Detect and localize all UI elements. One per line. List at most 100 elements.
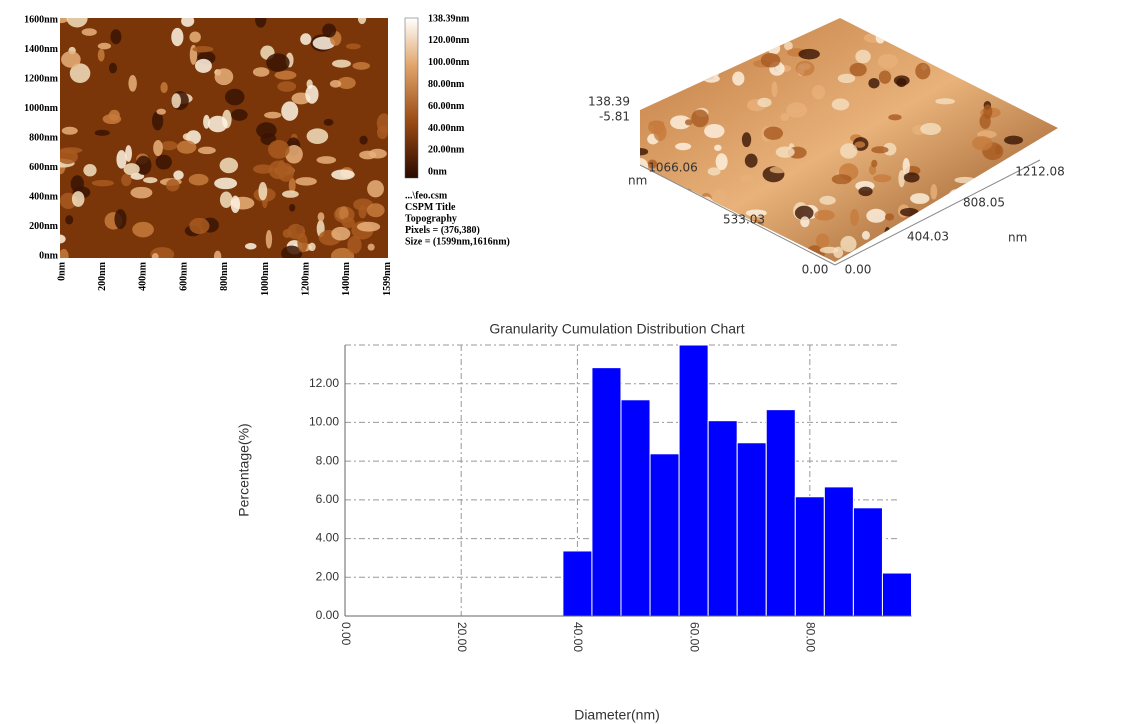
texture-blob xyxy=(703,74,720,83)
z-max-label: 138.39 xyxy=(588,95,630,109)
texture-blob xyxy=(648,120,665,127)
texture-blob xyxy=(786,102,808,118)
texture-blob xyxy=(352,61,371,70)
texture-blob xyxy=(811,84,826,100)
texture-blob xyxy=(188,173,209,186)
texture-blob xyxy=(955,31,971,42)
texture-blob xyxy=(650,175,658,187)
texture-blob xyxy=(896,78,907,88)
texture-blob xyxy=(306,128,329,144)
texture-blob xyxy=(116,150,127,169)
texture-blob xyxy=(285,145,303,164)
texture-blob xyxy=(647,159,658,169)
texture-blob xyxy=(300,33,312,45)
texture-blob xyxy=(868,78,880,89)
axis-3d xyxy=(834,159,1041,266)
texture-blob xyxy=(1055,255,1058,262)
texture-blob xyxy=(819,246,839,254)
texture-blob xyxy=(744,153,758,168)
texture-blob xyxy=(831,174,852,185)
texture-blob xyxy=(61,51,81,68)
texture-blob xyxy=(341,217,355,229)
texture-blob xyxy=(151,253,159,258)
colorbar-label: 120.00nm xyxy=(428,35,470,46)
texture-blob xyxy=(653,123,667,142)
texture-blob xyxy=(125,145,133,162)
texture-blob xyxy=(995,36,1011,48)
x-tick-label: 600nm xyxy=(178,261,189,291)
texture-blob xyxy=(685,119,693,126)
texture-blob xyxy=(268,140,290,159)
bar xyxy=(881,572,913,617)
texture-blob xyxy=(366,203,385,218)
texture-blob xyxy=(641,64,656,83)
afm-texture xyxy=(60,18,388,258)
texture-blob xyxy=(65,215,74,225)
texture-blob xyxy=(670,115,692,130)
texture-blob xyxy=(651,55,667,71)
bar xyxy=(707,420,738,617)
texture-blob xyxy=(330,247,355,258)
y-tick-label: 200nm xyxy=(29,221,59,232)
texture-blob xyxy=(924,220,942,228)
texture-blob xyxy=(1010,190,1017,203)
texture-blob xyxy=(357,18,367,25)
texture-blob xyxy=(1029,28,1040,37)
texture-blob xyxy=(955,35,977,49)
texture-blob xyxy=(884,213,895,221)
texture-blob xyxy=(711,66,720,77)
texture-blob xyxy=(308,242,316,252)
texture-blob xyxy=(980,233,987,249)
info-line: Topography xyxy=(405,213,457,224)
x-tick-label: 800nm xyxy=(219,261,230,291)
texture-blob xyxy=(347,236,362,254)
texture-blob xyxy=(720,28,733,35)
texture-blob xyxy=(794,205,814,221)
texture-blob xyxy=(323,118,334,126)
axis-3d xyxy=(639,164,836,266)
texture-blob xyxy=(166,179,180,192)
unit-label: nm xyxy=(628,174,647,188)
texture-blob xyxy=(815,233,830,249)
texture-blob xyxy=(60,248,69,258)
texture-blob xyxy=(245,243,257,250)
y-tick-label: 0.00 xyxy=(316,608,340,622)
texture-blob xyxy=(322,23,337,38)
texture-blob xyxy=(176,140,197,154)
y-tick-label: 800nm xyxy=(29,132,59,143)
texture-blob xyxy=(898,169,905,188)
bar xyxy=(736,442,767,617)
texture-blob xyxy=(831,98,850,111)
texture-blob xyxy=(66,18,88,28)
texture-blob xyxy=(331,169,355,180)
texture-blob xyxy=(155,154,172,170)
texture-blob xyxy=(677,212,695,225)
texture-blob xyxy=(754,254,765,262)
y-tick-label: 8.00 xyxy=(316,453,340,467)
texture-blob xyxy=(648,34,657,42)
texture-blob xyxy=(173,170,184,180)
texture-blob xyxy=(978,210,998,222)
colorbar-label: 40.00nm xyxy=(428,123,465,134)
texture-blob xyxy=(60,147,83,154)
texture-blob xyxy=(295,177,317,186)
texture-blob xyxy=(986,18,1007,36)
y-axis-label: Percentage(%) xyxy=(236,423,252,516)
texture-blob xyxy=(1018,18,1038,30)
texture-blob xyxy=(171,27,184,47)
texture-blob xyxy=(691,109,709,128)
texture-blob xyxy=(924,253,945,262)
texture-blob xyxy=(61,126,78,135)
texture-blob xyxy=(71,191,85,207)
texture-blob xyxy=(1033,233,1053,246)
texture-blob xyxy=(214,177,238,190)
texture-blob xyxy=(1048,207,1058,226)
colorbar-label: 100.00nm xyxy=(428,57,470,68)
texture-blob xyxy=(91,179,114,187)
texture-blob xyxy=(181,18,195,27)
texture-blob xyxy=(332,59,351,68)
texture-blob xyxy=(681,210,691,228)
texture-blob xyxy=(1002,44,1016,61)
texture-blob xyxy=(1033,225,1054,242)
y-tick-label: 533.03 xyxy=(723,213,765,227)
